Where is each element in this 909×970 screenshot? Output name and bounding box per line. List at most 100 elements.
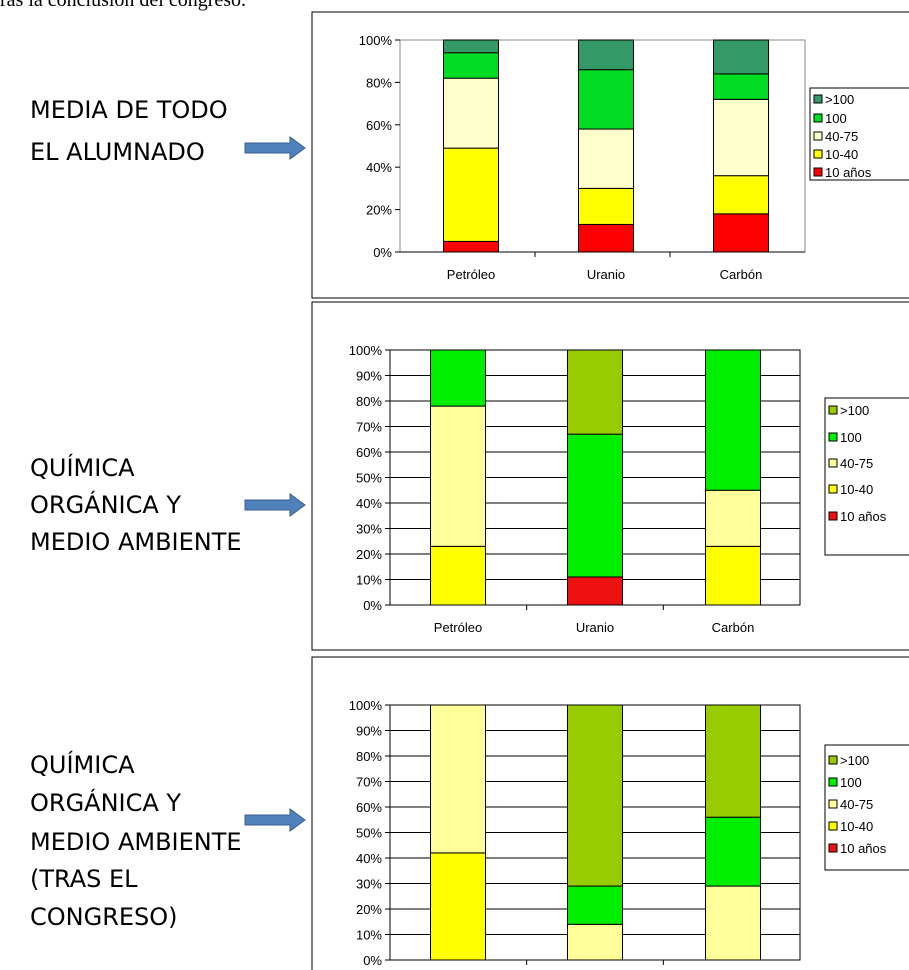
y-tick-label: 80% — [356, 749, 382, 764]
y-tick-label: 10% — [356, 928, 382, 943]
bar-segment — [430, 852, 486, 961]
y-tick-label: 80% — [356, 394, 382, 409]
y-tick-label: 60% — [366, 118, 392, 133]
bar-segment — [705, 349, 761, 491]
bar-segment — [567, 433, 623, 578]
y-tick-label: 40% — [356, 496, 382, 511]
y-tick-label: 90% — [356, 369, 382, 384]
legend-label: 100 — [825, 111, 847, 126]
y-tick-label: 0% — [363, 598, 382, 613]
y-tick-label: 20% — [356, 902, 382, 917]
section-label: ORGÁNICA Y — [30, 788, 181, 817]
y-tick-label: 100% — [349, 698, 383, 713]
legend-swatch — [828, 458, 838, 468]
legend-label: 10-40 — [840, 819, 873, 834]
legend-swatch — [828, 843, 838, 853]
y-tick-label: 80% — [366, 75, 392, 90]
y-tick-label: 0% — [373, 245, 392, 260]
y-tick-label: 20% — [366, 203, 392, 218]
bar-segment — [443, 240, 499, 253]
y-tick-label: 100% — [349, 343, 383, 358]
bar-segment — [443, 147, 499, 242]
legend-swatch — [828, 484, 838, 494]
legend-label: 10 años — [840, 841, 887, 856]
y-tick-label: 50% — [356, 826, 382, 841]
arrow — [244, 136, 306, 160]
legend-swatch — [828, 432, 838, 442]
legend-swatch — [828, 755, 838, 765]
bar-segment — [713, 213, 769, 253]
legend-label: >100 — [840, 753, 869, 768]
x-tick-label: Uranio — [576, 620, 614, 635]
y-tick-label: 50% — [356, 471, 382, 486]
legend-swatch — [828, 821, 838, 831]
legend-swatch — [828, 405, 838, 415]
y-tick-label: 10% — [356, 573, 382, 588]
header-text: ras la conclusión del congreso. — [0, 0, 246, 11]
bar-segment — [705, 816, 761, 887]
bar-segment — [713, 175, 769, 215]
legend-box — [809, 87, 909, 181]
bar-segment — [705, 885, 761, 961]
y-tick-label: 30% — [356, 877, 382, 892]
bar-segment — [578, 187, 634, 225]
bar-segment — [567, 704, 623, 887]
bar-segment — [443, 52, 499, 79]
bar-segment — [567, 923, 623, 961]
bar-segment — [578, 39, 634, 71]
x-tick-label: Uranio — [587, 267, 625, 282]
bar-segment — [713, 73, 769, 100]
y-tick-label: 0% — [363, 953, 382, 968]
section-label: QUÍMICA — [30, 453, 135, 482]
bar-segment — [705, 704, 761, 818]
bar-segment — [430, 405, 486, 547]
y-tick-label: 60% — [356, 445, 382, 460]
y-tick-label: 70% — [356, 420, 382, 435]
legend-label: 10-40 — [840, 482, 873, 497]
legend-swatch — [828, 511, 838, 521]
bar-segment — [430, 704, 486, 854]
legend-label: >100 — [840, 403, 869, 418]
legend-label: 100 — [840, 430, 862, 445]
legend-label: 40-75 — [840, 456, 873, 471]
y-tick-label: 30% — [356, 522, 382, 537]
y-tick-label: 70% — [356, 775, 382, 790]
legend-label: 40-75 — [840, 797, 873, 812]
legend-swatch — [813, 94, 823, 104]
y-tick-label: 100% — [359, 33, 393, 48]
y-tick-label: 40% — [366, 160, 392, 175]
section-label: MEDIO AMBIENTE — [30, 828, 242, 856]
legend-label: 40-75 — [825, 129, 858, 144]
section-label: ORGÁNICA Y — [30, 490, 181, 519]
x-tick-label: Carbón — [720, 267, 763, 282]
x-tick-label: Petróleo — [434, 620, 482, 635]
x-tick-label: Carbón — [712, 620, 755, 635]
y-tick-label: 60% — [356, 800, 382, 815]
x-tick-label: Petróleo — [447, 267, 495, 282]
legend-swatch — [813, 131, 823, 141]
legend-label: 100 — [840, 775, 862, 790]
bar-segment — [578, 223, 634, 253]
y-tick-label: 20% — [356, 547, 382, 562]
bar-segment — [705, 489, 761, 547]
section-label: MEDIO AMBIENTE — [30, 528, 242, 556]
arrow — [244, 493, 306, 517]
legend-label: >100 — [825, 92, 854, 107]
legend-label: 10-40 — [825, 147, 858, 162]
section-label: QUÍMICA — [30, 750, 135, 779]
arrow — [244, 808, 306, 832]
legend-box — [824, 744, 909, 871]
bar-segment — [713, 39, 769, 75]
legend-swatch — [813, 113, 823, 123]
legend-swatch — [828, 799, 838, 809]
bar-segment — [443, 39, 499, 54]
legend-swatch — [813, 167, 823, 177]
bar-segment — [443, 77, 499, 149]
bar-segment — [567, 885, 623, 925]
bar-segment — [430, 545, 486, 606]
section-label: MEDIA DE TODO — [30, 96, 228, 124]
section-label: EL ALUMNADO — [30, 138, 205, 166]
section-label: CONGRESO) — [30, 903, 178, 931]
bar-segment — [713, 98, 769, 177]
